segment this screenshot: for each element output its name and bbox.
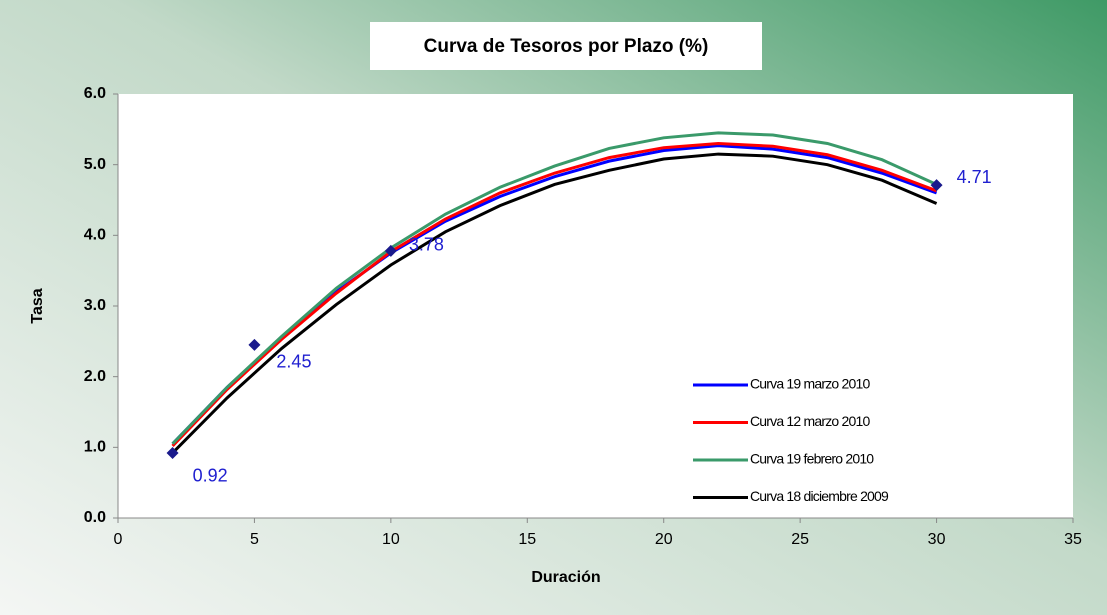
x-axis-label: Duración — [531, 569, 600, 586]
data-point — [166, 446, 179, 459]
data-label: 0.92 — [193, 466, 228, 486]
x-tick-label: 25 — [791, 531, 809, 548]
series-line — [171, 131, 938, 445]
y-tick-label: 1.0 — [84, 439, 106, 456]
data-label: 4.71 — [957, 167, 992, 187]
x-tick-label: 20 — [655, 531, 673, 548]
data-point — [248, 338, 261, 351]
x-tick-label: 15 — [518, 531, 536, 548]
y-tick-label: 2.0 — [84, 368, 106, 385]
y-tick-label: 5.0 — [84, 156, 106, 173]
data-label: 2.45 — [276, 352, 311, 372]
chart-title: Curva de Tesoros por Plazo (%) — [424, 36, 709, 57]
y-axis-label: Tasa — [29, 288, 46, 323]
series-line — [171, 152, 938, 455]
data-point — [930, 179, 943, 192]
title-box — [370, 22, 762, 70]
plot-area — [118, 94, 1073, 518]
x-tick-label: 5 — [250, 531, 259, 548]
x-tick-label: 10 — [382, 531, 400, 548]
y-tick-label: 3.0 — [84, 297, 106, 314]
data-point — [384, 244, 397, 257]
x-tick-label: 35 — [1064, 531, 1082, 548]
y-tick-label: 4.0 — [84, 227, 106, 244]
series-line — [171, 141, 938, 447]
x-tick-label: 0 — [114, 531, 123, 548]
legend-label: Curva 19 marzo 2010 — [750, 376, 870, 392]
y-tick-label: 6.0 — [84, 85, 106, 102]
legend-label: Curva 19 febrero 2010 — [750, 451, 874, 467]
legend-label: Curva 18 diciembre 2009 — [750, 488, 889, 504]
x-tick-label: 30 — [928, 531, 946, 548]
data-label: 3.78 — [409, 235, 444, 255]
y-tick-label: 0.0 — [84, 509, 106, 526]
legend-label: Curva 12 marzo 2010 — [750, 413, 870, 429]
